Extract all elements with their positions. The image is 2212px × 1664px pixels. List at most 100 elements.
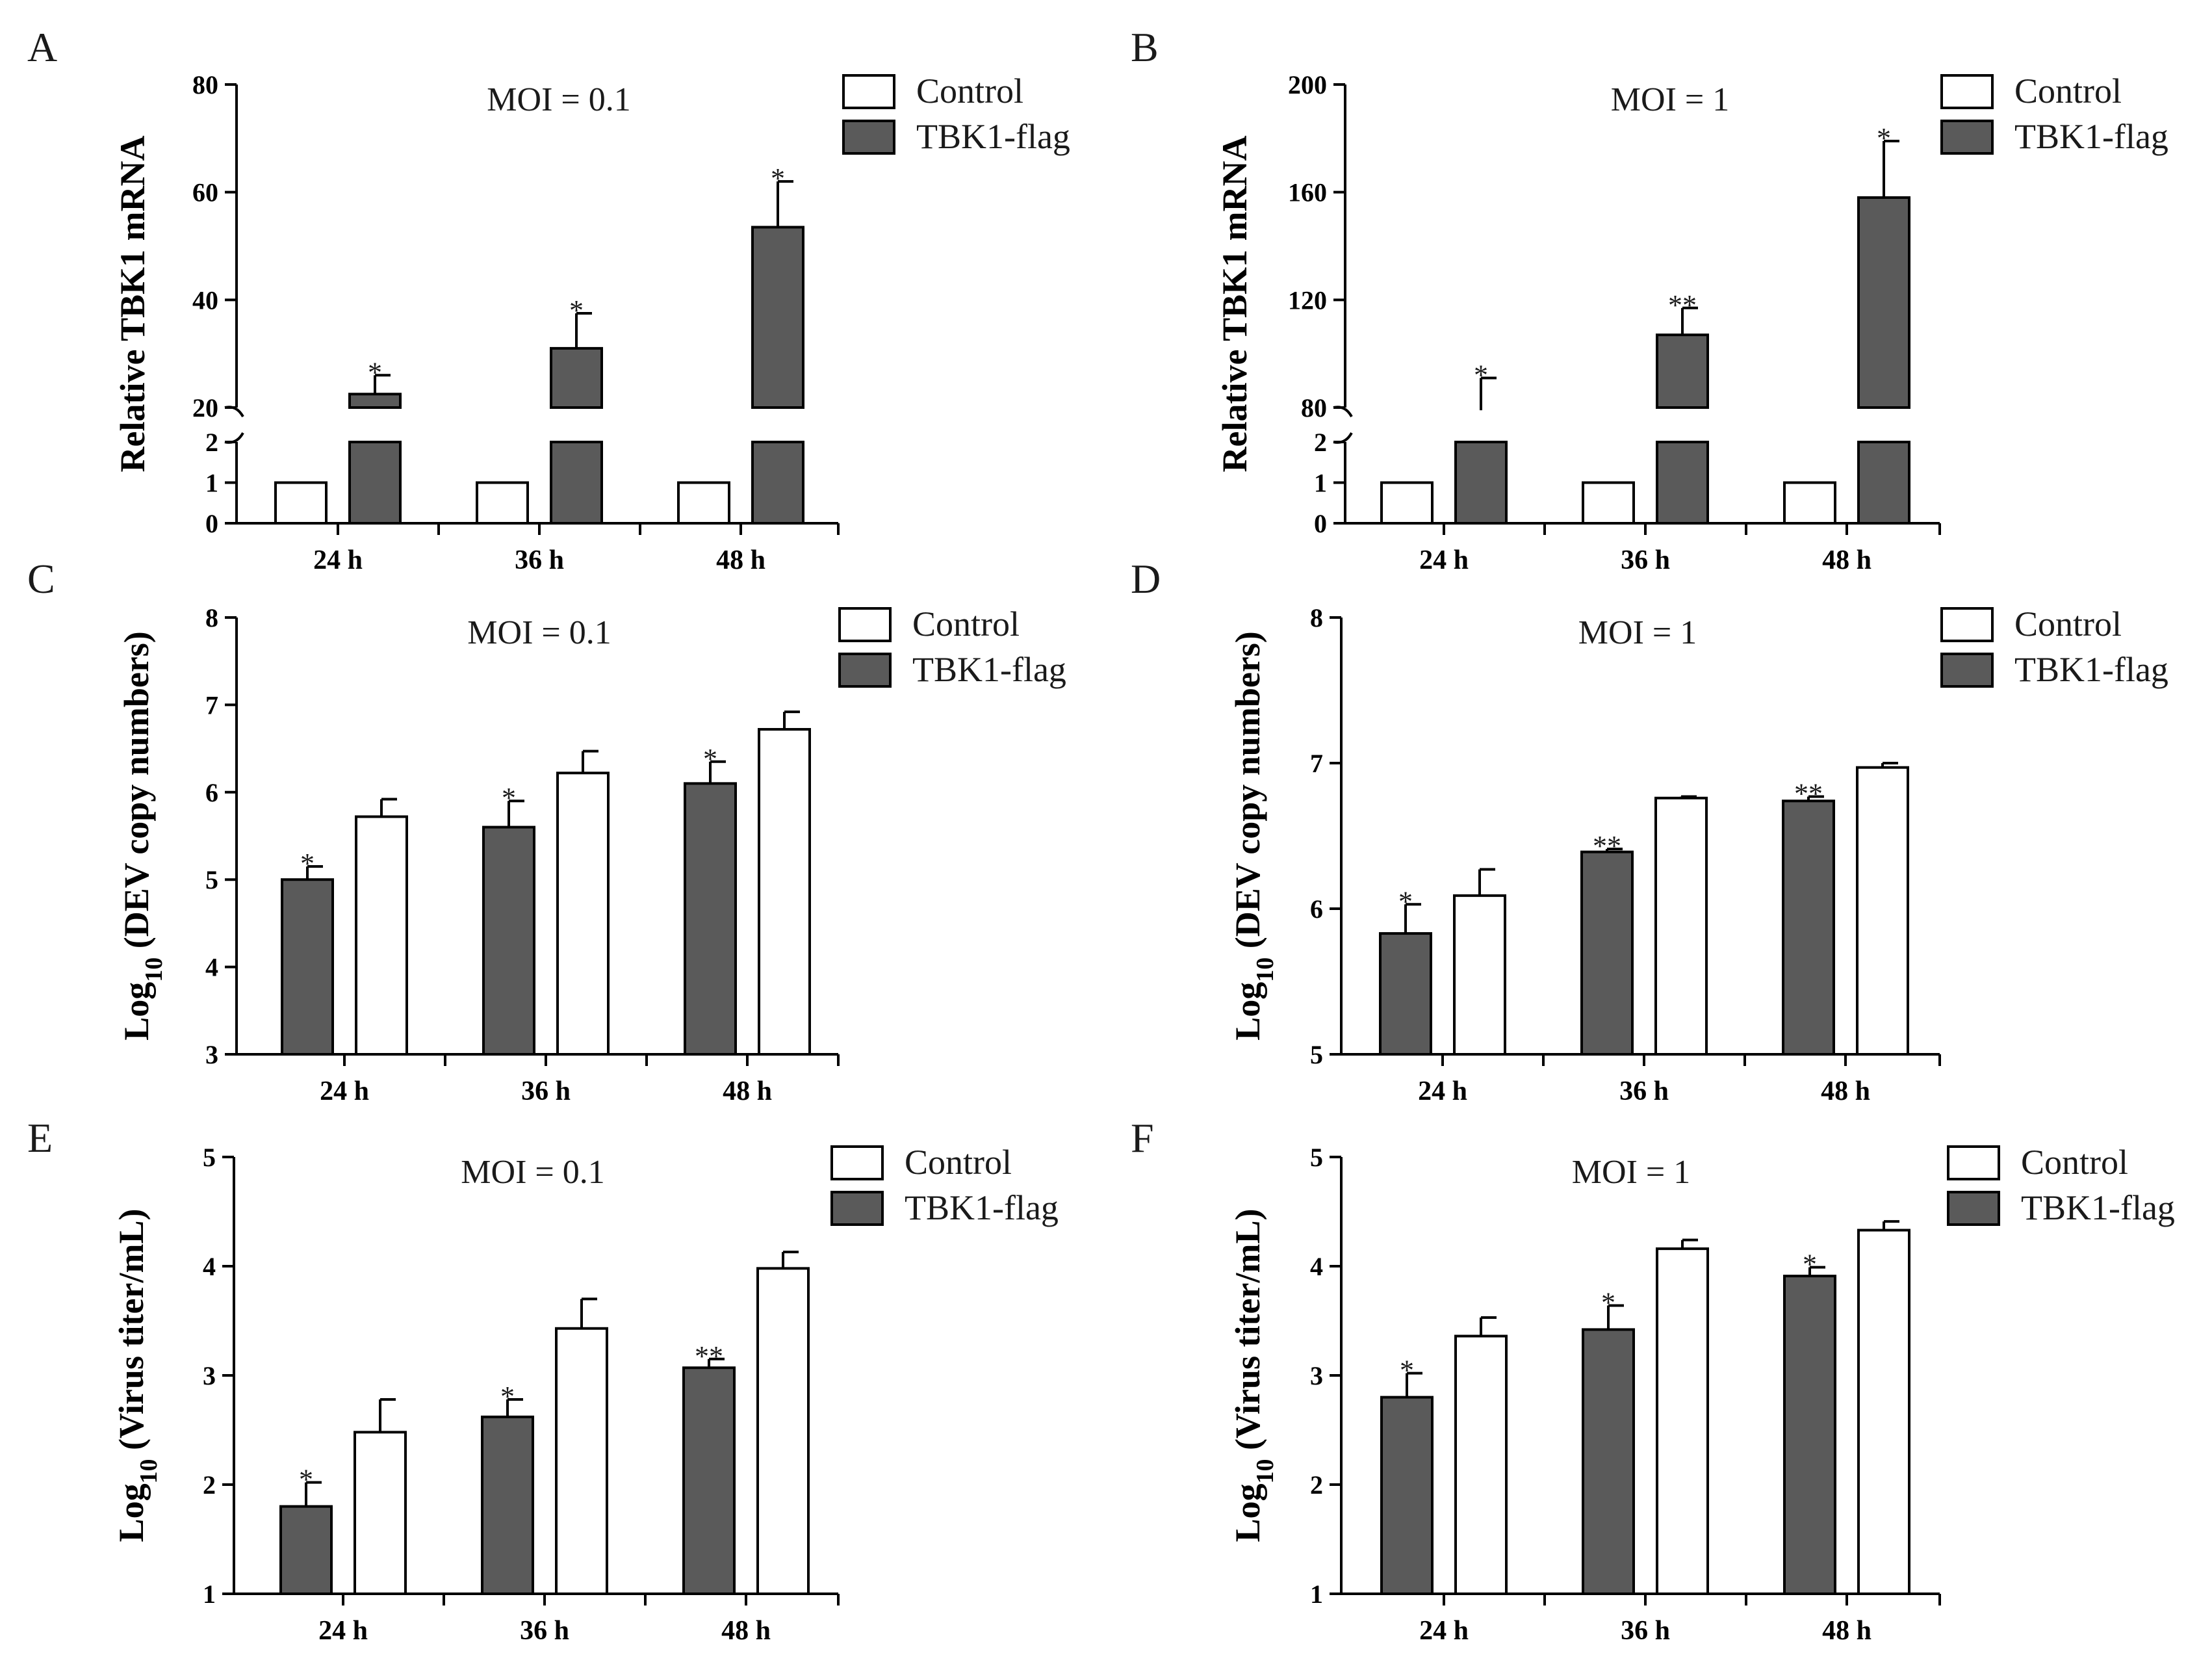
bar-tbk1[interactable] <box>550 441 603 525</box>
bar-control[interactable] <box>1380 481 1434 525</box>
bar-tbk1[interactable] <box>684 782 737 1056</box>
legend-swatch <box>842 120 895 155</box>
legend-item-tbk1[interactable]: TBK1-flag <box>1947 1188 2175 1227</box>
bar-control[interactable] <box>756 1267 810 1595</box>
bar-control[interactable] <box>677 481 730 525</box>
y-tick-label: 160 <box>1288 178 1327 207</box>
significance-marker: * <box>703 743 717 775</box>
bar-tbk1[interactable] <box>1783 1275 1836 1595</box>
bar-tbk1[interactable] <box>1656 441 1709 525</box>
axes: 1 2 3 4 5 24 h 36 h 48 h <box>203 1143 840 1646</box>
chart-title: MOI = 0.1 <box>487 81 630 118</box>
bar-tbk1[interactable] <box>1454 441 1508 525</box>
bar-control[interactable] <box>274 481 328 525</box>
bar-tbk1[interactable] <box>348 441 402 525</box>
y-tick-label: 0 <box>205 509 218 538</box>
significance-marker: ** <box>1794 778 1823 810</box>
x-tick-label: 48 h <box>723 1076 772 1106</box>
bar-tbk1[interactable] <box>1782 800 1835 1056</box>
bar-tbk1[interactable] <box>1379 932 1432 1056</box>
bar-tbk1[interactable] <box>482 826 535 1056</box>
legend-item-control[interactable]: Control <box>1940 604 2122 644</box>
significance-marker: * <box>1400 1355 1414 1386</box>
bar-tbk1[interactable] <box>279 1505 333 1596</box>
legend-item-tbk1[interactable]: TBK1-flag <box>1940 117 2168 156</box>
bar-control[interactable] <box>355 815 408 1056</box>
significance-marker: ** <box>1668 289 1697 321</box>
legend-swatch <box>830 1191 884 1226</box>
significance-marker: * <box>1803 1249 1817 1280</box>
chart-title: MOI = 1 <box>1611 81 1729 118</box>
bar-control[interactable] <box>1856 766 1909 1056</box>
bar-control[interactable] <box>354 1431 407 1596</box>
legend: Control TBK1-flag <box>838 604 1066 689</box>
bar-tbk1[interactable] <box>281 878 334 1056</box>
bar-control[interactable] <box>555 1327 608 1595</box>
bar-control[interactable] <box>1783 481 1836 525</box>
legend-item-control[interactable]: Control <box>838 604 1020 644</box>
legend-item-tbk1[interactable]: TBK1-flag <box>838 650 1066 689</box>
significance-marker: * <box>502 782 516 814</box>
legend-label: TBK1-flag <box>905 1188 1059 1227</box>
significance-marker: * <box>368 356 382 388</box>
legend-item-control[interactable]: Control <box>842 72 1023 110</box>
legend-label: TBK1-flag <box>916 117 1070 156</box>
legend-item-control[interactable]: Control <box>1940 72 2122 110</box>
panel-b: B MOI = 1 0 1 2 80 120 160 200 24 h 36 h 48 h Relati… <box>1131 24 2168 575</box>
bar-control[interactable] <box>1454 1334 1508 1596</box>
y-tick-label: 5 <box>203 1143 216 1172</box>
y-tick-label: 60 <box>192 178 218 207</box>
y-tick-label: 5 <box>205 865 218 894</box>
legend-label: TBK1-flag <box>2014 117 2168 156</box>
bar-tbk1[interactable] <box>481 1415 534 1596</box>
panel-c: C MOI = 0.1 3 4 5 6 7 8 24 h 36 h 48 h Log10 (DEV c… <box>27 556 1066 1106</box>
y-tick-label: 7 <box>205 690 218 720</box>
x-tick-label: 36 h <box>1621 1616 1670 1646</box>
bar-control[interactable] <box>476 481 529 525</box>
bar-tbk1[interactable] <box>1380 1396 1434 1596</box>
bar-tbk1[interactable] <box>1857 441 1910 525</box>
y-tick-label: 0 <box>1314 509 1327 538</box>
y-tick-label: 4 <box>203 1252 216 1281</box>
bar-tbk1[interactable] <box>682 1366 736 1595</box>
legend-label: TBK1-flag <box>912 650 1066 689</box>
legend-swatch <box>838 653 892 688</box>
significance-marker: * <box>500 1381 515 1412</box>
bar-control[interactable] <box>758 728 811 1056</box>
x-tick-label: 48 h <box>1821 1076 1870 1106</box>
bar-control[interactable] <box>1453 894 1506 1056</box>
bar-tbk1[interactable] <box>348 393 402 410</box>
legend-swatch <box>838 607 892 642</box>
axes: 5 6 7 8 24 h 36 h 48 h <box>1310 603 1941 1106</box>
bar-control[interactable] <box>556 772 610 1056</box>
x-tick-label: 36 h <box>520 1616 569 1646</box>
legend: Control TBK1-flag <box>842 72 1070 156</box>
bar-control[interactable] <box>1582 481 1635 525</box>
y-tick-label: 6 <box>1310 894 1323 924</box>
y-tick-label: 2 <box>1314 428 1327 457</box>
legend-item-control[interactable]: Control <box>830 1143 1012 1182</box>
significance-marker: * <box>1877 122 1891 154</box>
y-tick-label: 8 <box>1310 603 1323 632</box>
legend-item-tbk1[interactable]: TBK1-flag <box>842 117 1070 156</box>
bar-tbk1[interactable] <box>1582 1328 1635 1595</box>
bar-control[interactable] <box>1656 1247 1709 1595</box>
bar-tbk1[interactable] <box>550 346 603 410</box>
bar-control[interactable] <box>1654 796 1708 1056</box>
axes: 0 1 2 20 40 60 80 24 h 36 h 48 h <box>192 70 840 575</box>
legend-item-tbk1[interactable]: TBK1-flag <box>830 1188 1059 1227</box>
legend-swatch <box>1940 653 1994 688</box>
bar-tbk1[interactable] <box>1656 333 1709 409</box>
bar-tbk1[interactable] <box>1857 196 1910 409</box>
bar-control[interactable] <box>1857 1228 1910 1596</box>
bar-tbk1[interactable] <box>1580 850 1634 1056</box>
x-tick-label: 36 h <box>515 545 564 575</box>
y-tick-label: 80 <box>192 70 218 99</box>
legend-item-control[interactable]: Control <box>1947 1143 2128 1182</box>
bars: **** <box>279 1251 810 1596</box>
chart-title: MOI = 0.1 <box>461 1154 604 1191</box>
legend-item-tbk1[interactable]: TBK1-flag <box>1940 650 2168 689</box>
bar-tbk1[interactable] <box>751 226 804 409</box>
bar-tbk1[interactable] <box>751 441 804 525</box>
y-tick-label: 2 <box>1310 1470 1323 1500</box>
